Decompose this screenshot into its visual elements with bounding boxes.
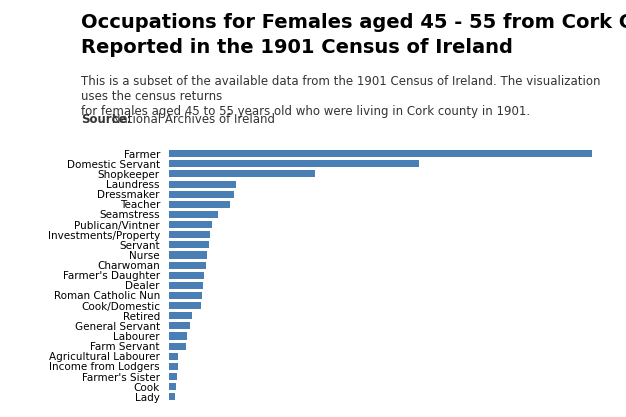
Bar — [169, 241, 208, 249]
Bar — [169, 343, 186, 350]
Text: Occupations for Females aged 45 - 55 from Cork County as: Occupations for Females aged 45 - 55 fro… — [81, 13, 626, 32]
Bar — [169, 292, 202, 299]
Bar — [169, 211, 218, 218]
Bar — [169, 231, 210, 238]
Bar — [169, 201, 230, 208]
Bar — [169, 171, 316, 178]
Bar — [169, 191, 235, 198]
Text: Reported in the 1901 Census of Ireland: Reported in the 1901 Census of Ireland — [81, 38, 513, 57]
Bar — [169, 302, 201, 309]
Bar — [169, 251, 207, 259]
Bar — [169, 353, 178, 360]
Bar — [169, 160, 419, 167]
Text: National Archives of Ireland: National Archives of Ireland — [108, 113, 275, 126]
Bar — [169, 150, 592, 157]
Bar — [169, 261, 205, 269]
Text: This is a subset of the available data from the 1901 Census of Ireland. The visu: This is a subset of the available data f… — [81, 75, 601, 118]
Bar — [169, 393, 175, 400]
Bar — [169, 332, 187, 339]
Bar — [169, 221, 212, 228]
Bar — [169, 271, 204, 279]
Bar — [169, 181, 236, 188]
Bar — [169, 383, 176, 390]
Bar — [169, 322, 190, 329]
Bar — [169, 282, 203, 289]
Bar — [169, 363, 178, 370]
Bar — [169, 312, 192, 319]
Bar — [169, 373, 177, 380]
Text: Source:: Source: — [81, 113, 132, 126]
